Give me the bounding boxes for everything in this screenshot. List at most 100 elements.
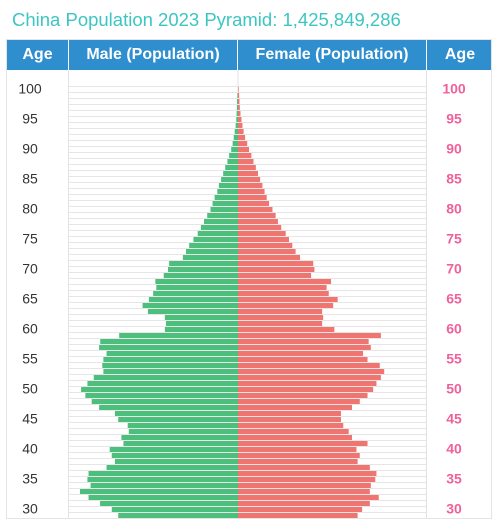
female-bar <box>238 159 254 164</box>
male-bar <box>128 429 238 434</box>
male-bar <box>99 405 238 410</box>
male-bar <box>229 153 238 158</box>
female-bar <box>238 183 263 188</box>
female-bar <box>238 165 256 170</box>
female-bar <box>238 333 381 338</box>
age-tick-right: 100 <box>442 81 466 97</box>
female-bar <box>238 129 244 134</box>
female-bar <box>238 123 243 128</box>
male-bar <box>118 513 238 518</box>
female-bar <box>238 405 353 410</box>
header-age-right: Age <box>427 40 491 70</box>
male-bar <box>204 219 238 224</box>
female-bar <box>238 387 374 392</box>
male-bar <box>227 159 238 164</box>
male-bar <box>87 381 239 386</box>
male-bar <box>197 231 238 236</box>
female-bar <box>238 99 240 104</box>
female-bar <box>238 261 314 266</box>
male-bar <box>100 501 238 506</box>
male-bar <box>164 327 238 332</box>
pyramid-table: Age Male (Population) Female (Population… <box>6 39 492 519</box>
age-tick-left: 90 <box>22 141 38 157</box>
female-bar <box>238 345 371 350</box>
male-bar <box>237 99 238 104</box>
male-bar <box>106 465 238 470</box>
age-tick-left: 75 <box>22 231 38 247</box>
female-bar <box>238 489 370 494</box>
age-tick-right: 35 <box>446 471 462 487</box>
age-tick-right: 95 <box>446 111 462 127</box>
male-bar <box>225 165 238 170</box>
male-bar <box>155 279 238 284</box>
male-bar <box>87 477 239 482</box>
female-bar <box>238 231 286 236</box>
male-bar <box>148 297 238 302</box>
male-bar <box>163 273 238 278</box>
age-tick-left: 65 <box>22 291 38 307</box>
age-tick-left: 70 <box>22 261 38 277</box>
header-age-left: Age <box>7 40 68 70</box>
female-bar <box>238 471 377 476</box>
female-bar <box>238 177 261 182</box>
male-bar <box>88 471 238 476</box>
age-tick-left: 50 <box>22 381 38 397</box>
male-bar <box>236 105 238 110</box>
male-bar <box>186 249 238 254</box>
age-tick-left: 60 <box>22 321 38 337</box>
female-bar <box>238 201 270 206</box>
female-bar <box>238 309 323 314</box>
male-bar <box>99 345 238 350</box>
male-bar <box>200 225 238 230</box>
male-bar <box>90 483 238 488</box>
age-tick-left: 30 <box>22 501 38 517</box>
female-bar <box>238 189 265 194</box>
male-bar <box>85 393 238 398</box>
male-bar <box>156 285 238 290</box>
female-bar <box>238 351 364 356</box>
female-bar <box>238 237 289 242</box>
male-bar <box>164 315 238 320</box>
female-bar <box>238 291 329 296</box>
age-tick-right: 30 <box>446 501 462 517</box>
female-bar <box>238 87 239 92</box>
female-bar <box>238 501 370 506</box>
female-bar <box>238 273 312 278</box>
male-bar <box>109 447 238 452</box>
male-bar <box>114 411 238 416</box>
female-bar <box>238 297 338 302</box>
female-bar <box>238 447 357 452</box>
male-bar <box>237 93 238 98</box>
female-bar <box>238 459 358 464</box>
female-bar <box>238 93 240 98</box>
female-bar <box>238 381 377 386</box>
female-bar <box>238 423 344 428</box>
header-male: Male (Population) <box>69 40 237 70</box>
age-tick-right: 90 <box>446 141 462 157</box>
header-female: Female (Population) <box>238 40 426 70</box>
female-bar <box>238 429 349 434</box>
male-bar <box>217 189 238 194</box>
male-bar <box>102 363 238 368</box>
male-bar <box>142 303 238 308</box>
age-tick-right: 70 <box>446 261 462 277</box>
male-bar <box>114 459 238 464</box>
female-bar <box>238 393 368 398</box>
male-bar <box>235 123 238 128</box>
age-tick-right: 45 <box>446 411 462 427</box>
female-bar <box>238 411 341 416</box>
male-bar <box>91 399 238 404</box>
female-bar <box>238 147 250 152</box>
female-bar <box>238 267 315 272</box>
female-bar <box>238 507 363 512</box>
female-bar <box>238 255 301 260</box>
female-bar <box>238 111 241 116</box>
male-bar <box>212 201 238 206</box>
male-bar <box>111 507 238 512</box>
age-tick-right: 85 <box>446 171 462 187</box>
male-bar <box>223 171 238 176</box>
male-bar <box>153 291 238 296</box>
male-bar <box>100 339 238 344</box>
female-bar <box>238 465 370 470</box>
female-bar <box>238 153 252 158</box>
